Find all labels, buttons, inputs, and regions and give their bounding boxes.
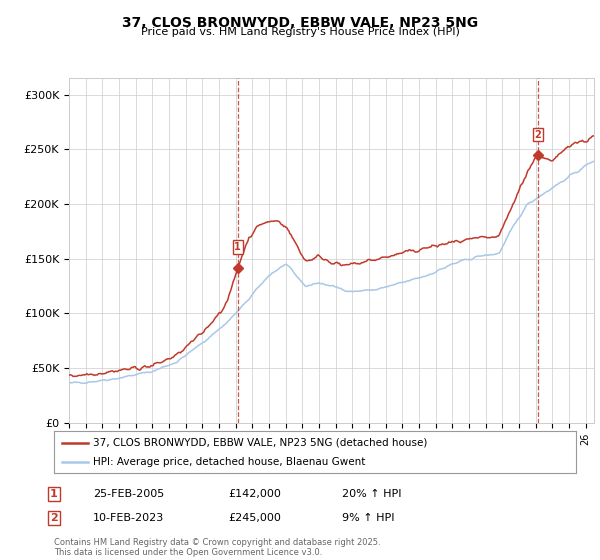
Text: HPI: Average price, detached house, Blaenau Gwent: HPI: Average price, detached house, Blae… [93, 457, 365, 467]
Text: 9% ↑ HPI: 9% ↑ HPI [342, 513, 395, 523]
Text: 2: 2 [50, 513, 58, 523]
Text: 10-FEB-2023: 10-FEB-2023 [93, 513, 164, 523]
Text: 37, CLOS BRONWYDD, EBBW VALE, NP23 5NG: 37, CLOS BRONWYDD, EBBW VALE, NP23 5NG [122, 16, 478, 30]
Text: 1: 1 [50, 489, 58, 499]
Text: £245,000: £245,000 [228, 513, 281, 523]
Text: Price paid vs. HM Land Registry's House Price Index (HPI): Price paid vs. HM Land Registry's House … [140, 27, 460, 37]
Text: Contains HM Land Registry data © Crown copyright and database right 2025.
This d: Contains HM Land Registry data © Crown c… [54, 538, 380, 557]
Text: 25-FEB-2005: 25-FEB-2005 [93, 489, 164, 499]
Text: £142,000: £142,000 [228, 489, 281, 499]
Text: 1: 1 [234, 242, 241, 252]
Text: 2: 2 [534, 129, 541, 139]
Text: 37, CLOS BRONWYDD, EBBW VALE, NP23 5NG (detached house): 37, CLOS BRONWYDD, EBBW VALE, NP23 5NG (… [93, 437, 428, 447]
Text: 20% ↑ HPI: 20% ↑ HPI [342, 489, 401, 499]
